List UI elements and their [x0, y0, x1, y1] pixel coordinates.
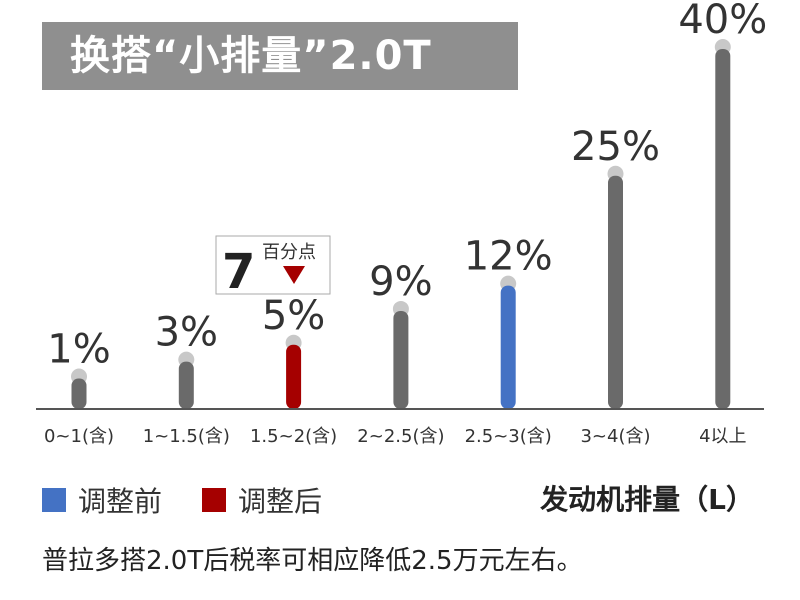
bar: [178, 361, 194, 409]
bar-value-label: 9%: [369, 259, 432, 305]
title-banner: 换搭“小排量”2.0T: [42, 22, 518, 90]
legend-label-before: 调整前: [78, 485, 163, 518]
x-tick-label: 1.5~2(含): [250, 426, 337, 447]
chart-title: 换搭“小排量”2.0T: [70, 33, 432, 79]
x-tick-label: 3~4(含): [580, 426, 650, 447]
bar: [500, 285, 516, 409]
legend-swatch-before: [42, 488, 66, 512]
bar: [393, 310, 409, 409]
x-axis-title: 发动机排量（L）: [540, 483, 754, 516]
bar-value-label: 1%: [47, 327, 110, 373]
x-tick-label: 1~1.5(含): [143, 426, 230, 447]
annotation-box: [215, 235, 331, 295]
bar-value-label: 5%: [262, 293, 325, 339]
annotation-unit: 百分点: [262, 242, 316, 263]
annotation-number: 7: [222, 244, 255, 300]
x-tick-label: 2.5~3(含): [465, 426, 552, 447]
legend-swatch-after: [202, 488, 227, 512]
footnote: 普拉多搭2.0T后税率可相应降低2.5万元左右。: [42, 546, 583, 576]
bar-value-label: 40%: [678, 0, 767, 43]
down-arrow-icon: [283, 266, 305, 284]
x-tick-label: 4以上: [699, 426, 746, 447]
bar: [286, 344, 302, 409]
bar: [608, 175, 623, 409]
x-tick-label: 0~1(含): [44, 426, 114, 447]
bar-chart: 1% 0~1(含) 3% 1~1.5(含) 5% 1.5~2(含) 9% 2~2.5(含) 12…: [36, 0, 767, 447]
change-annotation: 7 百分点: [215, 235, 331, 300]
legend: 调整前 调整后: [42, 480, 362, 520]
bar-value-label: 25%: [571, 124, 660, 170]
bar: [71, 378, 87, 409]
x-tick-label: 2~2.5(含): [357, 426, 444, 447]
bar: [715, 49, 731, 409]
legend-label-after: 调整后: [238, 485, 323, 518]
bar-value-label: 12%: [464, 234, 553, 280]
bar-value-label: 3%: [155, 310, 218, 356]
